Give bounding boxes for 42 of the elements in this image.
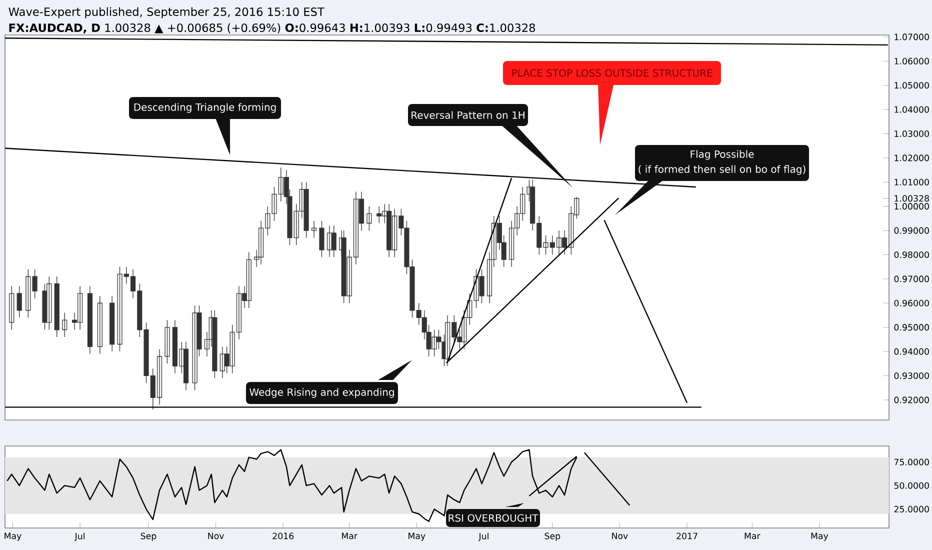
annotation: Flag Possible [690,150,754,160]
x-tick-label: Sep [544,532,560,541]
x-tick-label: Jul [478,532,488,542]
y-tick-label: 0.95000 [894,324,929,331]
text: FX:AUDCAD, D 1.00328 ▲ +0.00685 (+0.69%) O:0.99643 H:1.00393 L:0.99493 C:1.00328 [9,23,536,34]
y-tick-label: 1.07000 [894,34,929,40]
x-tick-label: Mar [744,532,760,540]
y-tick-label: 0.92000 [894,396,929,404]
x-tick-label: Nov [612,532,628,540]
y-tick-label: 0.97000 [894,276,929,282]
y-tick-label: 1.04000 [894,106,929,113]
x-tick-label: May [408,532,426,541]
x-tick-label: May [811,532,828,541]
y-tick-label: 1.01000 [894,178,929,186]
y-tick-label: 25.0000 [894,506,929,512]
y-tick-label: 0.94000 [894,348,929,355]
y-tick-label: 75.0000 [894,458,929,466]
y-tick-label: 0.96000 [894,300,929,306]
y-tick-label: 1.02000 [894,154,929,162]
x-tick-label: May [4,532,22,541]
y-tick-label: 0.99000 [894,227,929,234]
annotation: Wedge Rising and expanding [250,388,394,398]
y-tick-label: 0.98000 [894,251,929,258]
annotation: PLACE STOP LOSS OUTSIDE STRUCTURE [512,69,712,77]
x-tick-label: Sep [140,532,156,541]
annotation: RSI OVERBOUGHT [448,514,538,522]
y-tick-label: 0.93000 [894,372,929,379]
x-tick-label: 2017 [676,532,698,540]
x-tick-label: Jul [74,532,84,542]
y-tick-label: 1.03000 [894,130,929,138]
x-tick-label: 2016 [272,532,294,540]
y-tick-label: 1.00000 [894,203,929,210]
annotation: ( if formed then sell on bo of flag) [638,165,806,175]
y-tick-label: 1.00328 [894,195,929,202]
chart-title: Wave-Expert published, September 25, 2016 15:10 EST [8,7,324,18]
y-tick-label: 1.06000 [894,58,929,64]
x-tick-label: Mar [342,532,358,540]
annotation: Descending Triangle forming [134,103,276,113]
x-tick-label: Nov [208,532,224,540]
y-tick-label: 1.05000 [894,82,929,89]
annotation: Reversal Pattern on 1H [412,111,524,119]
y-tick-label: 50.0000 [894,482,929,489]
